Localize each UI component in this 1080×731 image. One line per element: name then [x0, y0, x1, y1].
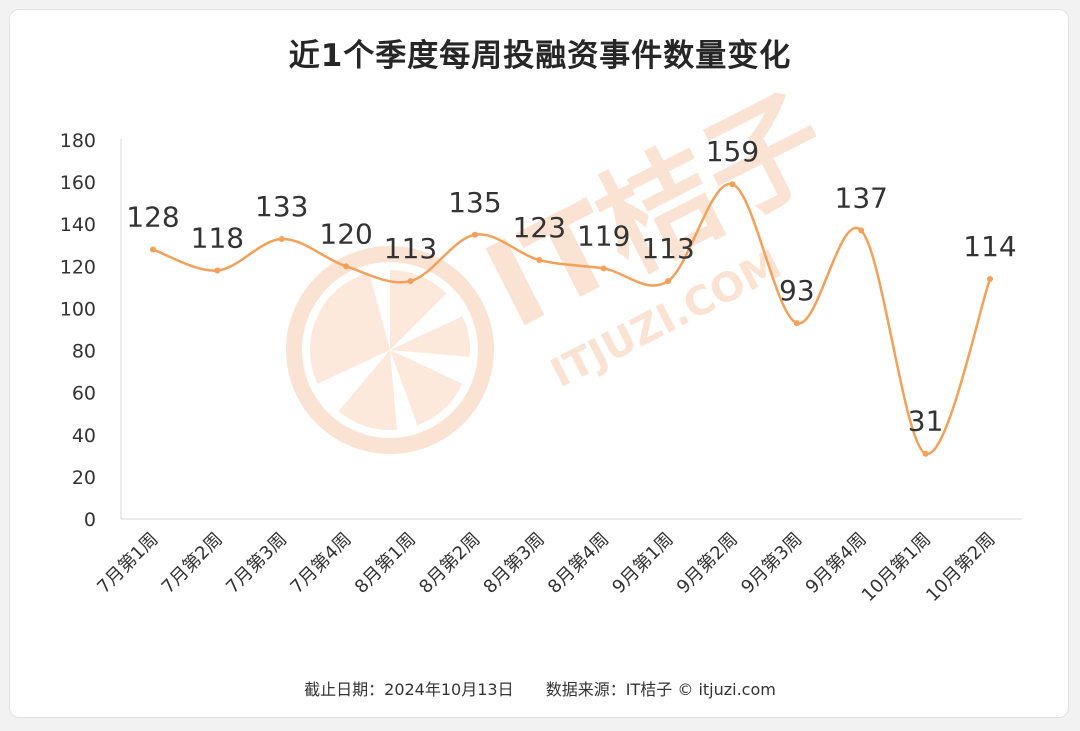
- data-label: 93: [779, 274, 815, 307]
- x-tick-label: 10月第1周: [858, 529, 935, 606]
- x-tick-label: 8月第4周: [544, 529, 613, 598]
- data-label: 114: [963, 230, 1016, 263]
- y-tick-label: 180: [60, 130, 96, 152]
- x-tick-label: 10月第2周: [922, 529, 999, 606]
- x-tick-label: 7月第1周: [93, 529, 162, 598]
- data-point: [793, 320, 800, 327]
- y-tick-label: 60: [72, 383, 96, 405]
- x-tick-labels: 7月第1周7月第2周7月第3周7月第4周8月第1周8月第2周8月第3周8月第4周…: [93, 529, 999, 606]
- x-tick-label: 9月第3周: [737, 529, 806, 598]
- x-tick-label: 8月第1周: [351, 529, 420, 598]
- y-tick-label: 140: [60, 214, 96, 236]
- x-tick-label: 7月第2周: [158, 529, 227, 598]
- data-point: [665, 278, 672, 285]
- data-label: 120: [319, 217, 372, 250]
- x-tick-label: 9月第1周: [608, 529, 677, 598]
- data-label: 119: [577, 219, 630, 252]
- data-label: 133: [255, 190, 308, 223]
- data-point: [600, 265, 607, 272]
- footer-date: 截止日期：2024年10月13日: [304, 680, 514, 699]
- data-point: [278, 235, 285, 242]
- y-tick-labels: 0 20 40 60 80 100 120 140 160 180: [60, 130, 96, 531]
- y-tick-label: 160: [60, 172, 96, 194]
- chart-title: 近1个季度每周投融资事件数量变化: [288, 38, 792, 74]
- x-tick-label: 8月第2周: [415, 529, 484, 598]
- data-label: 113: [384, 232, 437, 265]
- y-tick-label: 100: [60, 298, 96, 320]
- x-tick-label: 9月第2周: [673, 529, 742, 598]
- data-point: [729, 181, 736, 188]
- x-tick-label: 7月第4周: [286, 529, 355, 598]
- data-point: [471, 231, 478, 238]
- footer-source: 数据来源：IT桔子 © itjuzi.com: [545, 680, 776, 699]
- chart-card: [9, 9, 1069, 718]
- data-point: [150, 246, 156, 253]
- data-labels: 128 118 133 120 113 135 123 119 113 159 93 137 31 114: [126, 135, 1016, 438]
- x-tick-label: 8月第3周: [480, 529, 549, 598]
- footer: 截止日期：2024年10月13日 数据来源：IT桔子 © itjuzi.com: [0, 676, 1080, 700]
- y-tick-label: 0: [84, 509, 96, 531]
- data-point: [922, 450, 929, 457]
- data-point: [343, 263, 350, 270]
- x-tick-label: 7月第3周: [222, 529, 291, 598]
- data-label: 31: [908, 405, 944, 438]
- data-point: [987, 275, 993, 282]
- data-label: 123: [513, 211, 566, 244]
- data-label: 135: [448, 186, 501, 219]
- data-label: 159: [706, 135, 759, 168]
- data-point: [407, 278, 414, 285]
- y-tick-label: 40: [72, 425, 96, 447]
- data-points: [150, 181, 993, 457]
- watermark-logo: IT桔子 ITJUZI.COM: [286, 68, 849, 454]
- data-point: [536, 257, 543, 264]
- y-tick-label: 20: [72, 467, 96, 489]
- data-label: 118: [191, 222, 244, 255]
- data-label: 113: [641, 232, 694, 265]
- data-point: [214, 267, 221, 274]
- data-label: 128: [126, 200, 179, 233]
- y-tick-label: 120: [60, 256, 96, 278]
- y-tick-label: 80: [72, 341, 96, 363]
- data-point: [858, 227, 865, 234]
- series-line: [152, 182, 992, 455]
- data-label: 137: [835, 182, 888, 215]
